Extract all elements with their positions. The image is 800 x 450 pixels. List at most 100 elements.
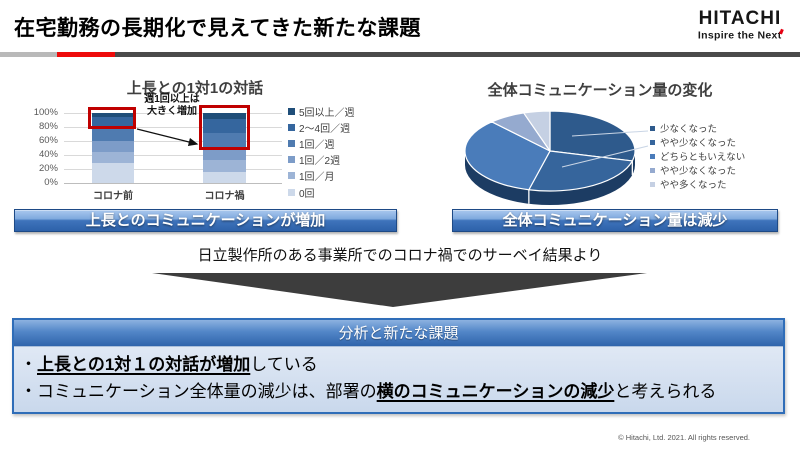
pie-slice — [523, 110, 551, 152]
bar-segment — [92, 117, 134, 129]
legend-swatch — [288, 107, 295, 115]
logo-tagline: Inspire the Next — [697, 28, 783, 42]
bar-segment — [203, 159, 246, 172]
bullet-2-emphasis: 横のコミュニケーションの減少 — [376, 382, 615, 401]
gridline — [64, 155, 282, 156]
down-arrow-icon — [152, 273, 647, 307]
legend-item: 少なくなった — [650, 121, 717, 135]
y-axis-tick-label: 20% — [38, 163, 58, 174]
legend-label: やや少なくなった — [660, 138, 737, 149]
legend-item: 1回／2週 — [288, 152, 340, 168]
bar-segment — [203, 132, 246, 149]
bullet-2-pre: ・コミュニケーション全体量の減少は、部署の — [20, 382, 377, 401]
bar-segment — [92, 128, 134, 142]
logo-wordmark: HITACHI — [698, 8, 782, 29]
page-title: 在宅勤務の長期化で見えてきた新たな課題 — [14, 17, 421, 40]
legend-swatch — [288, 172, 295, 180]
leader-line — [561, 145, 649, 168]
legend-label: 2～4回／週 — [299, 123, 351, 135]
x-category-label: コロナ禍 — [204, 191, 245, 202]
analysis-bullet-1: ・上長との1対１の対話が増加している — [20, 351, 777, 378]
divider-segment-gray — [0, 52, 57, 57]
legend-label: 1回／月 — [299, 172, 335, 184]
divider-segment-red — [57, 52, 115, 57]
legend-label: 1回／週 — [299, 139, 335, 151]
bar-segment — [203, 113, 246, 119]
legend-label: 0回 — [299, 188, 315, 200]
bullet-1-pre: ・ — [20, 355, 37, 374]
bullet-1-emphasis: 上長との1対１の対話が増加 — [37, 355, 251, 374]
legend-swatch — [288, 156, 295, 164]
analysis-bullet-2: ・コミュニケーション全体量の減少は、部署の横のコミュニケーションの減少と考えられ… — [20, 378, 777, 405]
highlight-box-corona-during — [199, 105, 250, 150]
bar-column — [92, 113, 134, 183]
legend-item: やや少なくなった — [650, 135, 736, 149]
legend-swatch — [288, 139, 295, 147]
legend-label: どちらともいえない — [660, 152, 746, 163]
pie-slice — [549, 110, 636, 162]
bullet-2-post: と考えられる — [614, 382, 717, 401]
pie-side — [465, 151, 635, 205]
legend-swatch — [288, 123, 295, 131]
legend-item: 0回 — [288, 184, 315, 200]
legend-item: どちらともいえない — [650, 149, 745, 163]
logo-tagline-text: Inspire the Next — [697, 29, 782, 42]
bar-segment — [203, 118, 246, 133]
pie-chart-title: 全体コミュニケーション量の変化 — [487, 82, 713, 99]
divider-segment-dark — [115, 52, 800, 57]
bar-segment — [92, 113, 134, 118]
legend-swatch — [288, 188, 295, 196]
gridline — [64, 113, 282, 114]
legend-item: 1回／週 — [288, 135, 335, 151]
gridline — [64, 183, 282, 184]
bar-chart-plot: 週1回以上は 大きく増加 100% 80% 60% 40% 20% 0% コロナ前 コロナ禍 5… — [20, 93, 400, 208]
analysis-header: 分析と新たな課題 — [14, 320, 783, 347]
legend-item: 1回／月 — [288, 168, 335, 184]
y-axis-tick-label: 40% — [38, 149, 58, 160]
legend-item: 2～4回／週 — [288, 119, 350, 135]
analysis-body: ・上長との1対１の対話が増加している ・コミュニケーション全体量の減少は、部署の… — [14, 347, 783, 405]
gridline — [64, 141, 282, 142]
highlight-box-corona-before — [88, 107, 136, 129]
legend-label: やや少なくなった — [660, 166, 737, 177]
bar-segment — [92, 163, 134, 183]
legend-item: やや少なくなった — [650, 163, 736, 177]
leader-line — [571, 130, 649, 137]
legend-label: 少なくなった — [660, 124, 718, 135]
legend-swatch — [650, 154, 655, 159]
bar-segment — [203, 171, 246, 183]
pie-slice — [464, 121, 551, 191]
legend-label: 1回／2週 — [299, 156, 341, 168]
bar-segment — [92, 141, 134, 153]
y-axis-tick-label: 80% — [38, 121, 58, 132]
bar-segment — [203, 148, 246, 160]
survey-note: 日立製作所のある事業所でのコロナ禍でのサーベイ結果より — [197, 247, 603, 264]
pie-chart-graphic — [464, 110, 649, 205]
hitachi-logo: HITACHI Inspire the Next — [697, 8, 783, 42]
legend-label: やや多くなった — [660, 180, 727, 191]
legend-item: 5回以上／週 — [288, 103, 355, 119]
analysis-box: 分析と新たな課題 ・上長との1対１の対話が増加している ・コミュニケーション全体… — [12, 318, 785, 414]
legend-item: やや多くなった — [650, 177, 727, 191]
y-axis-tick-label: 0% — [44, 177, 58, 188]
bar-annotation: 週1回以上は 大きく増加 — [144, 94, 200, 117]
gridline — [64, 169, 282, 170]
bar-chart-title: 上長との1対1の対話 — [126, 80, 264, 97]
legend-swatch — [650, 168, 655, 173]
increase-arrow-icon — [136, 128, 199, 147]
copyright-note: © Hitachi, Ltd. 2021. All rights reserve… — [618, 433, 750, 442]
y-axis-tick-label: 60% — [38, 135, 58, 146]
bar-chart-banner: 上長とのコミュニケーションが増加 — [14, 209, 397, 232]
bar-column — [203, 113, 246, 183]
y-axis-tick-label: 100% — [33, 107, 58, 118]
legend-swatch — [650, 126, 655, 131]
x-category-label: コロナ前 — [93, 191, 133, 202]
pie-chart-banner: 全体コミュニケーション量は減少 — [452, 209, 778, 232]
legend-label: 5回以上／週 — [299, 107, 355, 119]
pie-legend: 少なくなったやや少なくなった どちらともいえない やや少なくなった やや多くなった — [650, 121, 790, 201]
gridline — [64, 127, 282, 128]
legend-swatch — [650, 182, 655, 187]
bar-segment — [92, 152, 134, 164]
pie-slice — [528, 150, 633, 192]
